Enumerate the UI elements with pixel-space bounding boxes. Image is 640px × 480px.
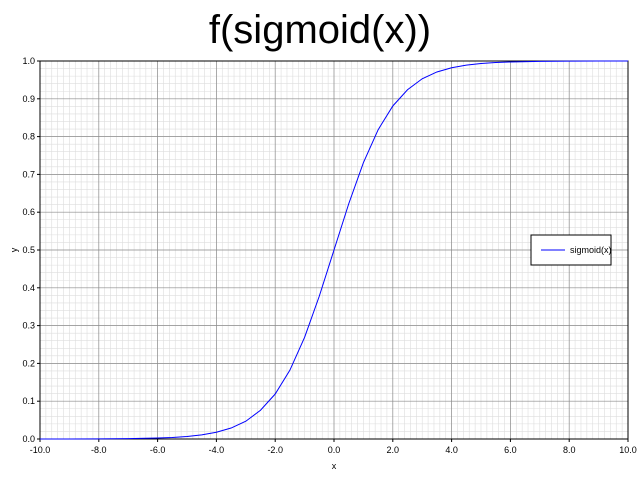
y-tick-label: 0.0 bbox=[22, 434, 35, 444]
y-tick-label: 0.5 bbox=[22, 245, 35, 255]
y-tick-label: 0.2 bbox=[22, 358, 35, 368]
x-tick-label: 10.0 bbox=[619, 445, 637, 455]
y-tick-label: 0.1 bbox=[22, 396, 35, 406]
x-tick-label: -2.0 bbox=[267, 445, 283, 455]
x-tick-label: -6.0 bbox=[150, 445, 166, 455]
x-tick-label: 4.0 bbox=[445, 445, 458, 455]
y-tick-label: 0.9 bbox=[22, 94, 35, 104]
y-tick-label: 0.3 bbox=[22, 321, 35, 331]
y-axis-label: y bbox=[9, 247, 19, 252]
chart-title: f(sigmoid(x)) bbox=[208, 8, 432, 52]
x-tick-label: -4.0 bbox=[209, 445, 225, 455]
x-tick-label: 8.0 bbox=[563, 445, 576, 455]
series-line-0 bbox=[39, 60, 629, 440]
x-tick-label: -8.0 bbox=[91, 445, 107, 455]
y-tick-label: 0.7 bbox=[22, 169, 35, 179]
x-tick-label: 0.0 bbox=[328, 445, 341, 455]
x-tick-label: 2.0 bbox=[387, 445, 400, 455]
x-tick-label: 6.0 bbox=[504, 445, 517, 455]
y-tick-label: 0.4 bbox=[22, 283, 35, 293]
y-tick-label: 0.6 bbox=[22, 207, 35, 217]
legend-label: sigmoid(x) bbox=[570, 245, 612, 255]
x-axis-label: x bbox=[332, 461, 337, 471]
y-tick-label: 0.8 bbox=[22, 132, 35, 142]
x-tick-label: -10.0 bbox=[30, 445, 51, 455]
y-tick-label: 1.0 bbox=[22, 56, 35, 66]
